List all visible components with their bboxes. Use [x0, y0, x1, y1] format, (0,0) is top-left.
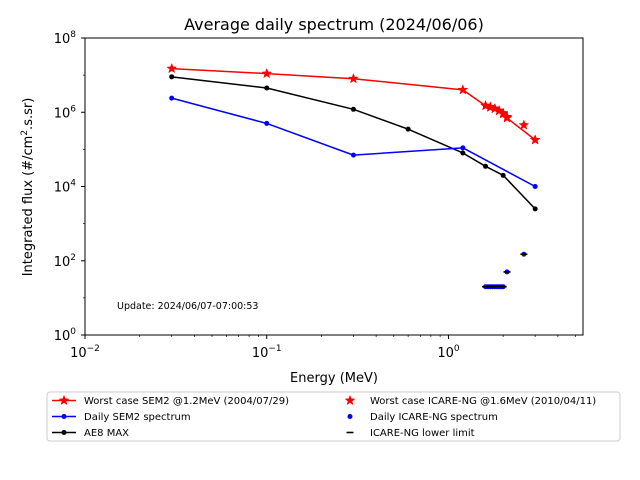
chart-title: Average daily spectrum (2024/06/06)	[184, 15, 484, 34]
legend-frame	[46, 391, 621, 442]
y-tick-label-exponent: 6	[70, 104, 76, 114]
x-tick-label-exponent: −1	[268, 344, 281, 354]
legend-label: Daily SEM2 spectrum	[84, 412, 191, 423]
series-2-point	[350, 106, 356, 112]
legend-entry-2: AE8 MAX	[52, 428, 129, 439]
legend-label: Worst case SEM2 @1.2MeV (2004/07/29)	[84, 396, 289, 407]
series-0-point	[261, 67, 273, 79]
legend-swatch-marker	[61, 414, 67, 419]
y-axis-label-main: Integrated flux (#/cm	[21, 136, 36, 277]
series-0-point	[166, 62, 178, 74]
y-tick-label-base: 10	[54, 181, 71, 196]
series-1-point	[264, 120, 270, 126]
series-2-point	[169, 74, 175, 80]
legend-entry-5: ICARE-NG lower limit	[346, 428, 475, 439]
series-2	[169, 74, 538, 212]
series-5	[482, 253, 528, 288]
legend-swatch-marker	[58, 394, 70, 406]
y-axis-label-superscript: 2	[20, 130, 30, 136]
legend-entry-4: Daily ICARE-NG spectrum	[347, 412, 498, 423]
series-3-point	[529, 134, 541, 145]
x-axis-label: Energy (MeV)	[290, 371, 378, 386]
legend-entry-0: Worst case SEM2 @1.2MeV (2004/07/29)	[52, 394, 289, 407]
y-tick-label: 102	[54, 253, 76, 270]
y-tick-label-exponent: 0	[70, 327, 76, 337]
y-tick-label: 108	[54, 30, 77, 47]
update-annotation: Update: 2024/06/07-07:00:53	[117, 301, 258, 312]
series-2-point	[405, 126, 411, 132]
series-2-point	[500, 172, 506, 178]
series-2-point	[532, 206, 538, 212]
legend-label: ICARE-NG lower limit	[370, 428, 475, 439]
legend-swatch-marker	[61, 430, 67, 435]
series-3-point	[518, 119, 530, 130]
series-1	[169, 95, 538, 189]
y-tick-label: 100	[54, 327, 77, 344]
x-tick-label-exponent: −2	[87, 344, 100, 354]
series-2-point	[460, 150, 466, 156]
legend-label: AE8 MAX	[84, 428, 129, 439]
x-tick-label: 10−1	[252, 344, 282, 361]
series-0-point	[457, 84, 469, 95]
series-0-point	[348, 73, 359, 84]
y-axis-label-tail: .s.sr)	[21, 98, 36, 130]
series-1-point	[460, 145, 466, 151]
x-tick-label-base: 10	[70, 346, 87, 361]
y-tick-label-base: 10	[54, 106, 71, 121]
y-tick-label-base: 10	[54, 329, 71, 344]
x-tick-label-exponent: 0	[454, 344, 460, 354]
series-layer	[166, 62, 541, 290]
x-tick-label: 10−2	[70, 344, 100, 361]
y-axis-label: Integrated flux (#/cm2.s.sr)	[20, 98, 36, 277]
series-2-point	[264, 85, 270, 91]
series-3-point	[480, 99, 491, 111]
y-tick-label-exponent: 8	[70, 30, 76, 40]
y-tick-label-exponent: 2	[70, 253, 76, 263]
series-1-point	[169, 95, 175, 101]
x-tick-label: 100	[437, 344, 460, 361]
legend-label: Worst case ICARE-NG @1.6MeV (2010/04/11)	[370, 396, 596, 407]
x-tick-label-base: 10	[437, 346, 454, 361]
series-2-point	[483, 163, 489, 169]
x-tick-label-base: 10	[252, 346, 269, 361]
series-3-point	[501, 111, 513, 122]
series-1-point	[350, 152, 356, 158]
y-tick-label-base: 10	[54, 32, 71, 47]
series-2-line	[171, 76, 536, 210]
legend-swatch-marker	[347, 414, 353, 419]
y-tick-label-exponent: 4	[70, 179, 76, 189]
legend: Worst case SEM2 @1.2MeV (2004/07/29) Wors…	[46, 391, 621, 442]
y-tick-label: 106	[54, 104, 77, 121]
y-tick-label-base: 10	[54, 255, 71, 270]
series-1-point	[532, 184, 538, 189]
y-tick-label: 104	[54, 179, 77, 196]
legend-entry-3: Worst case ICARE-NG @1.6MeV (2010/04/11)	[344, 394, 596, 407]
series-3	[480, 99, 541, 145]
legend-label: Daily ICARE-NG spectrum	[370, 412, 498, 423]
legend-entry-1: Daily SEM2 spectrum	[52, 412, 191, 423]
legend-swatch-marker	[344, 394, 356, 406]
